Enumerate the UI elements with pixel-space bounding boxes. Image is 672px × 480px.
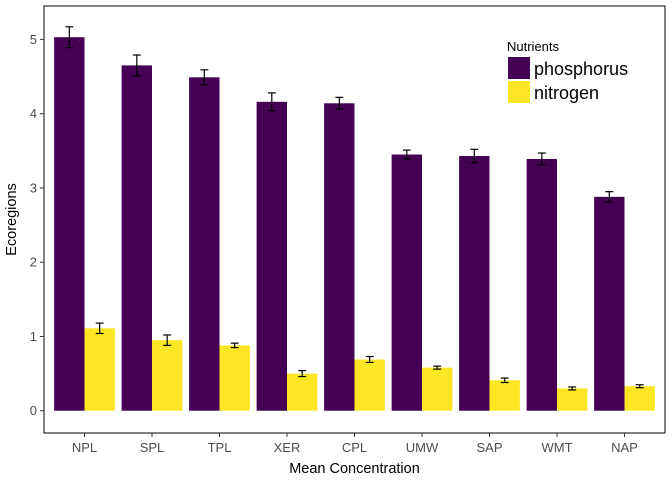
bar-phosphorus-WMT (526, 158, 557, 411)
bar-phosphorus-NAP (594, 196, 625, 411)
y-tick-label-4: 4 (30, 106, 37, 121)
y-tick-label-2: 2 (30, 255, 37, 270)
legend: Nutrients phosphorus nitrogen (507, 39, 628, 103)
y-tick-label-1: 1 (30, 329, 37, 344)
bar-nitrogen-WMT (557, 388, 588, 411)
y-tick-label-3: 3 (30, 180, 37, 195)
y-axis: 0 1 2 3 4 5 (30, 32, 44, 418)
x-tick-label-WMT: WMT (541, 440, 572, 455)
bars-layer (54, 37, 655, 411)
legend-title: Nutrients (507, 39, 560, 54)
y-tick-label-0: 0 (30, 403, 37, 418)
x-tick-label-CPL: CPL (342, 440, 367, 455)
y-axis-title: Ecoregions (4, 183, 20, 256)
x-tick-label-NAP: NAP (611, 440, 638, 455)
errorbar-nitrogen-NPL (95, 322, 104, 335)
errorbar-phosphorus-CPL (335, 96, 344, 110)
x-tick-label-SAP: SAP (476, 440, 502, 455)
bar-phosphorus-XER (256, 101, 287, 411)
bar-nitrogen-TPL (219, 345, 250, 411)
errorbar-phosphorus-XER (267, 92, 276, 112)
bar-phosphorus-CPL (324, 103, 355, 411)
legend-swatch-phosphorus (508, 57, 530, 79)
errorbars-layer (65, 26, 644, 391)
errorbar-nitrogen-XER (298, 370, 307, 378)
errorbar-nitrogen-NAP (635, 384, 644, 389)
x-tick-label-NPL: NPL (72, 440, 97, 455)
legend-label-phosphorus: phosphorus (534, 59, 628, 79)
errorbar-nitrogen-SPL (163, 334, 172, 346)
bar-nitrogen-CPL (354, 359, 385, 411)
x-axis: NPL SPL TPL XER CPL UMW SAP WMT NAP (72, 433, 638, 455)
errorbar-phosphorus-SPL (132, 54, 141, 77)
bar-nitrogen-NAP (624, 386, 655, 411)
x-tick-label-UMW: UMW (406, 440, 439, 455)
errorbar-phosphorus-NAP (605, 191, 614, 203)
bar-nitrogen-XER (287, 373, 318, 411)
bar-phosphorus-NPL (54, 37, 85, 411)
bar-nitrogen-SPL (152, 340, 183, 411)
errorbar-nitrogen-TPL (230, 342, 239, 349)
x-tick-label-XER: XER (274, 440, 301, 455)
bar-nitrogen-UMW (422, 367, 453, 411)
errorbar-nitrogen-UMW (433, 365, 442, 370)
legend-label-nitrogen: nitrogen (534, 83, 599, 103)
bar-phosphorus-SPL (121, 65, 152, 411)
errorbar-phosphorus-UMW (402, 149, 411, 160)
bar-nitrogen-SAP (489, 380, 520, 411)
errorbar-nitrogen-CPL (365, 355, 374, 364)
errorbar-phosphorus-SAP (470, 148, 479, 164)
x-tick-label-SPL: SPL (140, 440, 165, 455)
x-axis-title: Mean Concentration (289, 461, 420, 477)
bar-phosphorus-TPL (189, 77, 220, 411)
x-tick-label-TPL: TPL (208, 440, 232, 455)
legend-swatch-nitrogen (508, 81, 530, 103)
errorbar-phosphorus-NPL (65, 26, 74, 49)
bar-phosphorus-UMW (391, 154, 422, 411)
errorbar-nitrogen-WMT (568, 386, 577, 391)
y-tick-label-5: 5 (30, 32, 37, 47)
errorbar-phosphorus-TPL (200, 69, 209, 86)
bar-nitrogen-NPL (84, 328, 115, 411)
errorbar-phosphorus-WMT (537, 152, 546, 166)
errorbar-nitrogen-SAP (500, 377, 509, 384)
bar-phosphorus-SAP (459, 156, 490, 411)
